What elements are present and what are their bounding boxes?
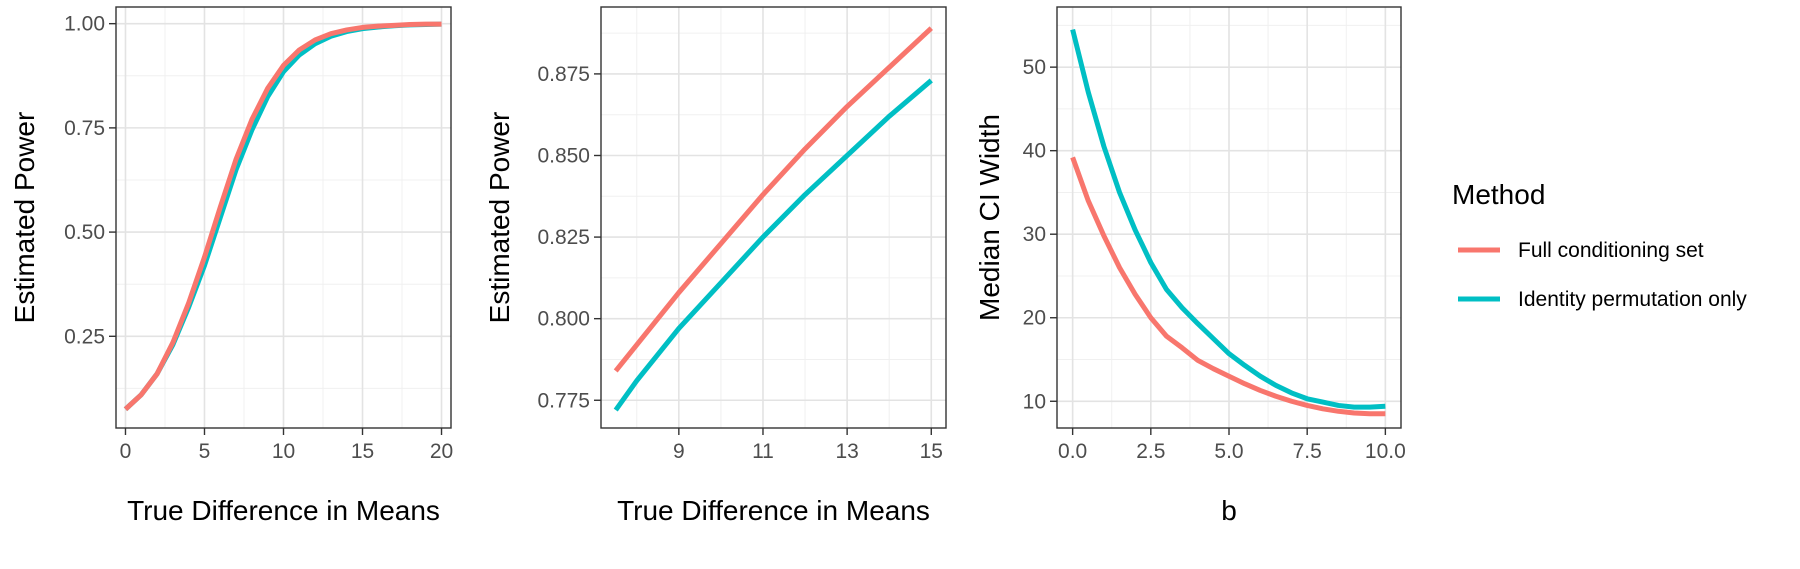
y-tick-label: 0.800 [537,308,590,331]
x-tick-label: 2.5 [1136,440,1165,463]
x-tick-label: 9 [673,440,685,463]
grid [116,7,451,428]
y-tick-label: 1.00 [64,13,105,36]
y-tick-label: 30 [1023,223,1046,246]
x-tick-label: 11 [752,440,774,463]
series-line-full-conditioning-set [1070,156,1386,417]
y-tick-label: 0.825 [537,226,590,249]
power-zoom-panel: 9 11 13 15 0.775 0.800 0.825 0.850 0.875 True Dif… [484,6,947,526]
x-tick-label: 0 [120,440,132,463]
y-tick-label: 0.50 [64,221,105,244]
y-tick-label: 50 [1023,56,1046,79]
legend: Method Full conditioning set Identity pe… [1452,179,1747,311]
legend-label-identity-permutation: Identity permutation only [1518,288,1747,311]
x-axis-title: True Difference in Means [127,495,440,526]
grid [1057,7,1401,428]
series-line-identity-permutation-only [1070,28,1386,410]
series-line-full-conditioning-set [123,21,442,412]
y-tick-label: 40 [1023,140,1046,163]
y-tick-label: 10 [1023,390,1046,413]
y-tick-label: 20 [1023,307,1046,330]
power-curve-panel: 0 5 10 15 20 0.25 0.50 0.75 1.00 True Difference … [9,6,453,526]
y-axis-title: Estimated Power [484,112,515,324]
x-tick-label: 10 [272,440,295,463]
series-line-full-conditioning-set [613,26,933,373]
x-axis-title: b [1221,495,1237,526]
x-axis-title: True Difference in Means [617,495,930,526]
x-tick-label: 13 [835,440,858,463]
x-tick-label: 5 [199,440,211,463]
legend-label-full-conditioning: Full conditioning set [1518,239,1704,262]
y-tick-label: 0.850 [537,144,590,167]
y-tick-label: 0.775 [537,389,590,412]
x-tick-label: 20 [430,440,453,463]
x-tick-label: 0.0 [1058,440,1087,463]
y-tick-label: 0.75 [64,117,105,140]
ci-width-panel: 0.0 2.5 5.0 7.5 10.0 10 20 30 40 50 b Median CI Wid… [974,6,1406,526]
y-tick-label: 0.25 [64,325,105,348]
grid [601,7,946,428]
y-tick-label: 0.875 [537,63,590,86]
legend-title: Method [1452,179,1545,210]
y-axis-title: Median CI Width [974,114,1005,321]
x-tick-label: 7.5 [1293,440,1322,463]
x-tick-label: 10.0 [1365,440,1406,463]
x-tick-label: 5.0 [1214,440,1243,463]
series-line-identity-permutation-only [613,78,933,412]
x-tick-label: 15 [920,440,943,463]
panel-border [600,6,947,429]
y-axis-title: Estimated Power [9,112,40,324]
x-tick-label: 15 [351,440,374,463]
